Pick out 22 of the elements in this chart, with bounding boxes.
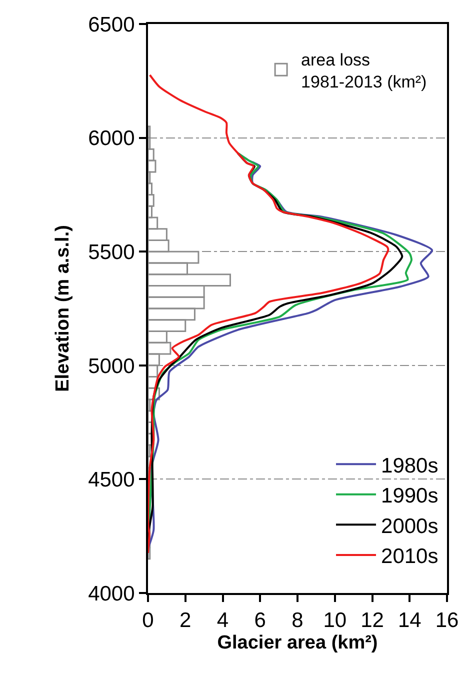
y-tick-label: 5500 bbox=[88, 240, 135, 264]
x-tick-label: 6 bbox=[254, 609, 266, 632]
legend-label: 1980s bbox=[381, 454, 438, 478]
x-tick-label: 14 bbox=[398, 609, 422, 632]
x-tick-label: 8 bbox=[292, 609, 304, 632]
legend-label: 2000s bbox=[381, 514, 438, 538]
x-tick-label: 4 bbox=[216, 609, 229, 632]
x-tick-label: 2 bbox=[180, 609, 192, 632]
legend-label: 1990s bbox=[381, 484, 438, 508]
y-axis-title: Elevation (m a.s.l.) bbox=[52, 225, 74, 392]
x-tick-label: 0 bbox=[142, 609, 154, 632]
x-tick-label: 10 bbox=[323, 609, 347, 632]
x-axis-title: Glacier area (km²) bbox=[217, 632, 378, 654]
y-tick-label: 4500 bbox=[88, 468, 135, 492]
y-tick-label: 4000 bbox=[88, 582, 135, 606]
y-tick-label: 6000 bbox=[88, 127, 135, 150]
y-tick-label: 5000 bbox=[88, 354, 135, 378]
y-tick-label: 6500 bbox=[88, 13, 135, 36]
x-tick-label: 12 bbox=[360, 609, 384, 632]
legend-label: 2010s bbox=[381, 545, 438, 568]
legend-label: area loss 1981-2013 (km²) bbox=[301, 50, 427, 92]
x-tick-label: 16 bbox=[435, 609, 459, 632]
